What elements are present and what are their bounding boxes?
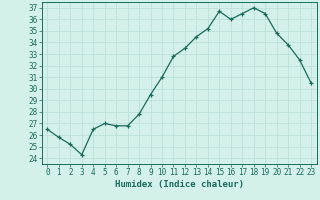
X-axis label: Humidex (Indice chaleur): Humidex (Indice chaleur) <box>115 180 244 189</box>
